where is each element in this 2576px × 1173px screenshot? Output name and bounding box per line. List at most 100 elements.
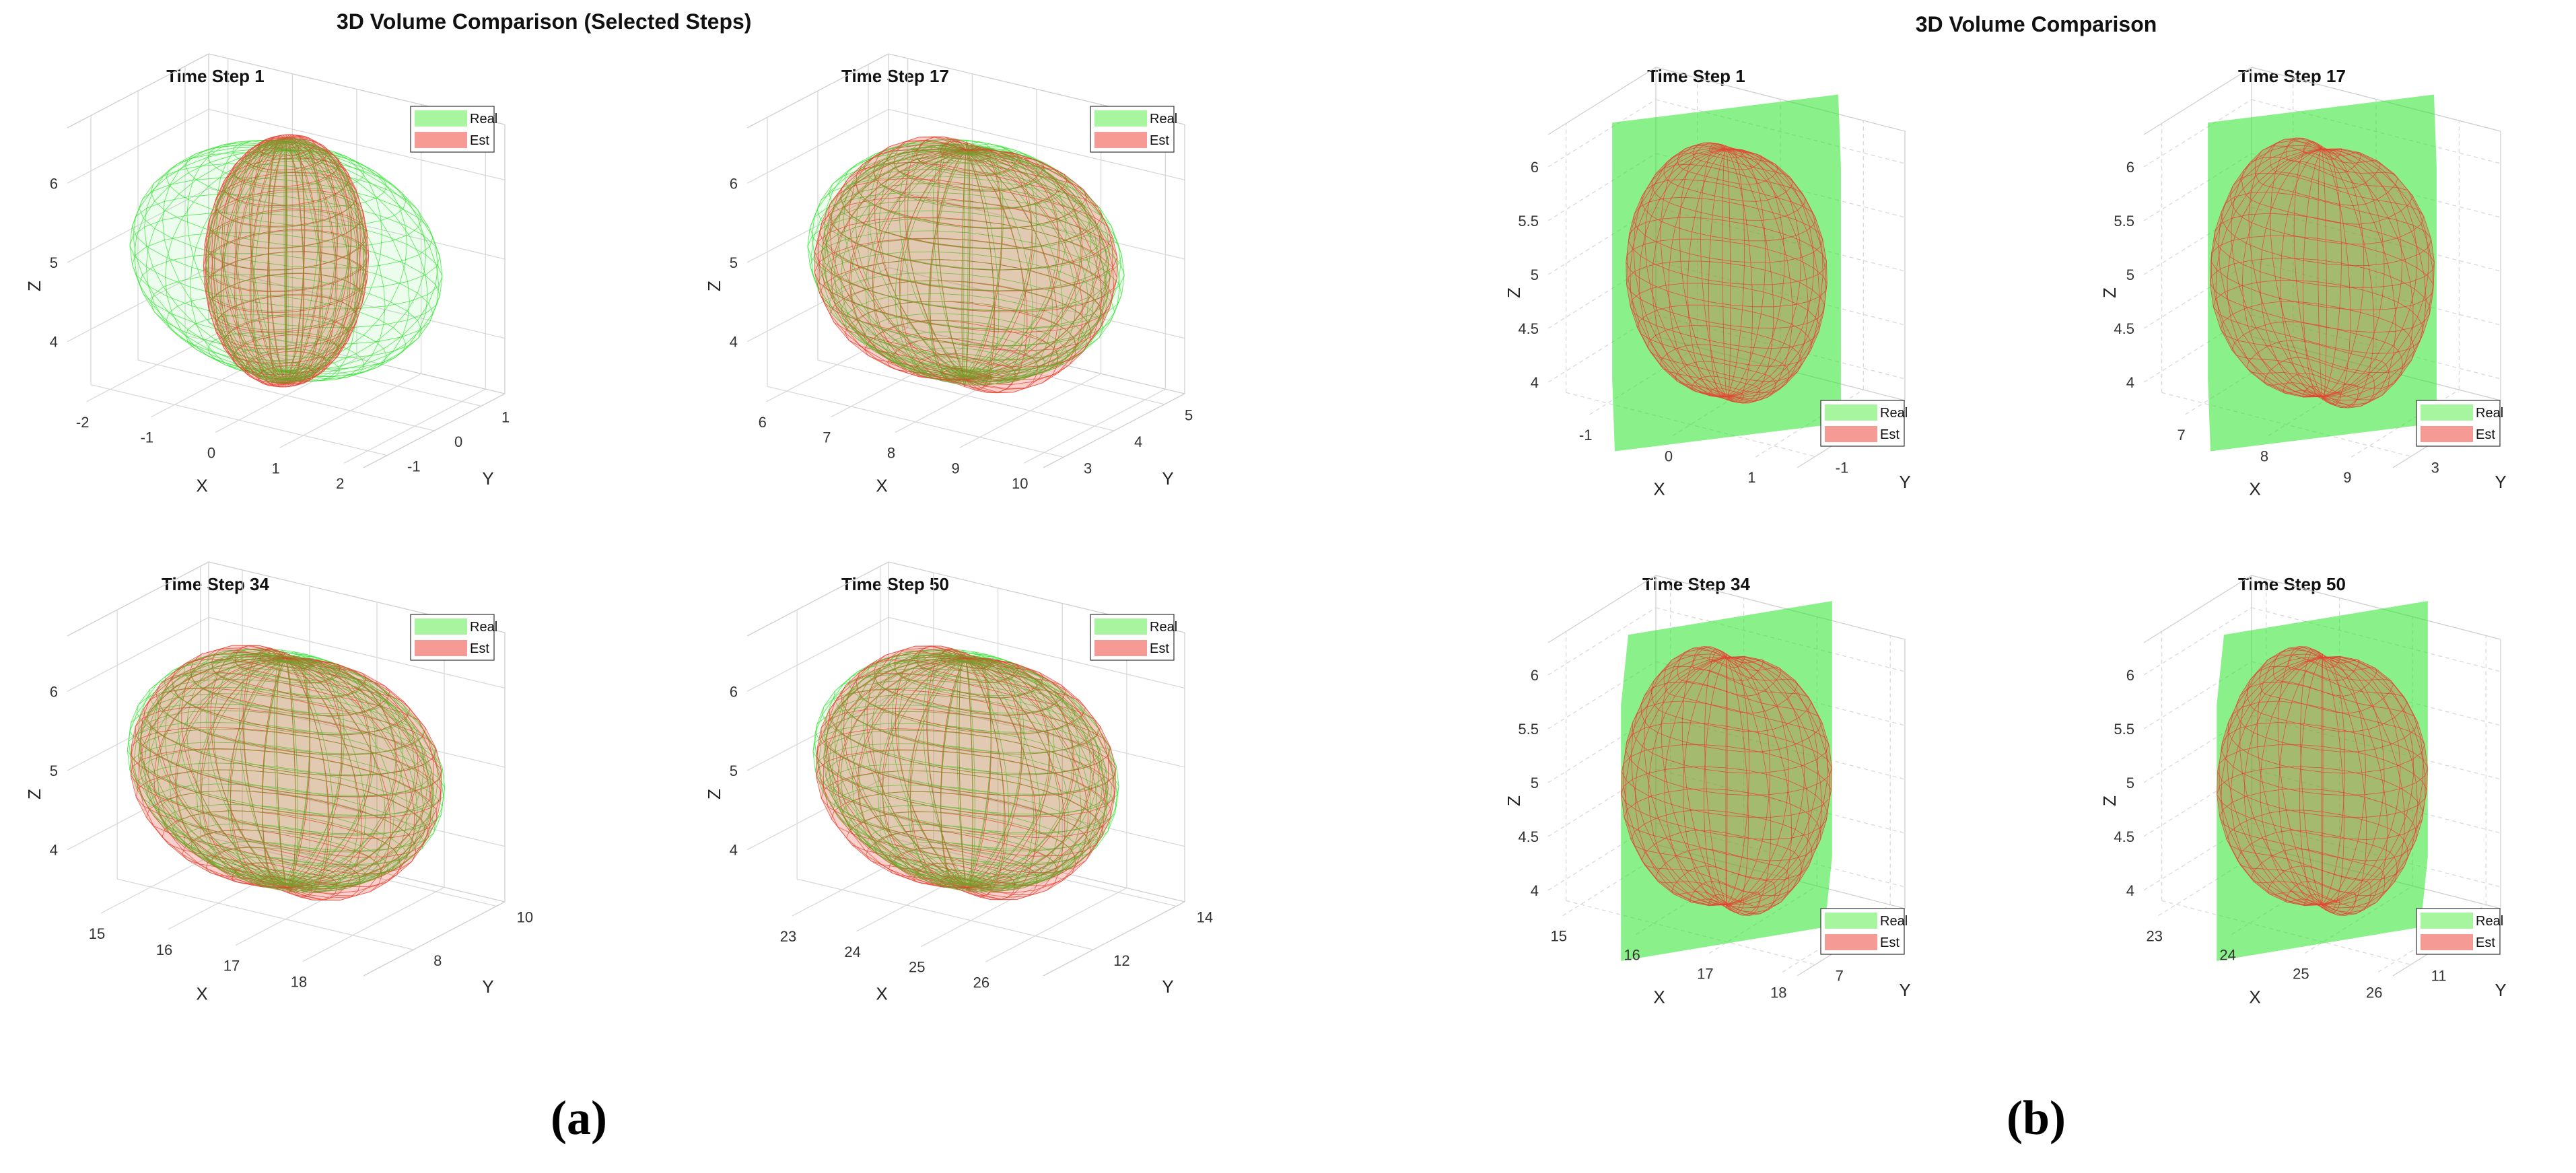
surface-patch <box>938 238 971 262</box>
surface-patch <box>268 191 287 213</box>
surface-patch <box>910 259 942 282</box>
surface-patch <box>910 168 942 184</box>
y-tick-label: 4 <box>1134 433 1142 450</box>
box-edge <box>363 393 506 468</box>
surface-patch <box>286 191 305 211</box>
surface-patch <box>301 273 320 296</box>
surface-patch <box>969 219 1002 245</box>
surface-patch <box>236 256 254 283</box>
surface-patch <box>907 238 940 260</box>
grid-lines <box>746 53 1185 468</box>
gridline <box>208 108 506 180</box>
surface-patch <box>286 251 305 274</box>
surface-patch <box>937 199 971 221</box>
legend-swatch-est <box>415 132 467 148</box>
x-tick-label: 1 <box>272 460 280 476</box>
z-tick-label: 4 <box>730 334 738 351</box>
x-tick-label: 2 <box>336 475 344 492</box>
gridline <box>90 384 388 456</box>
x-tick-label: 15 <box>89 925 105 942</box>
surface-patch <box>937 218 971 241</box>
gridline <box>817 359 1115 431</box>
x-tick-label: 17 <box>223 958 240 974</box>
y-tick-label: -1 <box>407 458 421 475</box>
surface-patch <box>252 253 271 279</box>
surfaces <box>129 134 443 388</box>
gridline <box>796 878 1094 950</box>
legend-label-est: Est <box>1150 133 1169 148</box>
subplot-title: Time Step 50 <box>841 574 949 594</box>
x-tick-label: 16 <box>156 941 172 958</box>
surface-patch <box>244 749 278 773</box>
surface-patch <box>269 175 287 194</box>
surface-patch <box>969 260 1000 286</box>
surface-patch <box>335 234 349 260</box>
surface-patch <box>969 240 1002 265</box>
legend-swatch-real <box>415 618 467 635</box>
x-axis-label: X <box>196 476 207 496</box>
surface-patch <box>941 157 970 171</box>
x-tick-label: 7 <box>823 429 831 446</box>
legend-swatch-real <box>415 110 467 127</box>
surface-patch <box>277 793 308 818</box>
y-axis-label: Y <box>482 976 493 997</box>
surface-patch <box>938 182 971 203</box>
surface-patch <box>285 149 301 162</box>
surface-patch <box>246 770 279 794</box>
z-axis-label: Z <box>704 281 724 291</box>
subplot-a-2: Time Step 17 6 7 8 9 10 3 4 5 4 5 6 X Y Z Real Est <box>704 53 1218 518</box>
surfaces <box>812 645 1119 900</box>
surfaces <box>807 136 1125 394</box>
x-tick-label: 6 <box>759 414 767 431</box>
surface-patch <box>249 791 279 814</box>
x-axis-label: X <box>196 984 207 1004</box>
z-tick-label: 6 <box>50 683 58 700</box>
surface-patch <box>320 231 337 256</box>
surface-patch <box>301 174 320 193</box>
est-inner-shade <box>205 138 367 384</box>
surface-patch <box>213 728 246 750</box>
z-tick-label: 5 <box>730 254 738 271</box>
z-tick-label: 5 <box>50 254 58 271</box>
surface-patch <box>318 192 337 215</box>
surface-patch <box>939 259 971 283</box>
surface-patch <box>318 252 337 277</box>
legend-label-real: Real <box>470 620 497 635</box>
grid-lines <box>67 53 506 468</box>
surface-patch <box>253 275 271 299</box>
surface-patch <box>279 832 302 852</box>
x-tick-label: 8 <box>887 445 895 462</box>
surface-patch <box>333 255 349 281</box>
surface-patch <box>244 711 277 733</box>
est-inner-shade <box>138 653 434 893</box>
surface-patch <box>320 211 337 235</box>
x-tick-label: -1 <box>141 429 154 446</box>
surface-patch <box>268 210 287 234</box>
z-tick-label: 6 <box>50 175 58 192</box>
surface-patch <box>268 230 287 254</box>
surface-patch <box>878 200 909 223</box>
x-tick-label: -2 <box>76 414 90 431</box>
gridline <box>137 359 435 431</box>
surface-patch <box>968 301 994 324</box>
legend-swatch-est <box>415 640 467 656</box>
surface-patch <box>268 252 287 276</box>
surfaces <box>127 645 446 901</box>
surface-patch <box>285 293 302 315</box>
surface-patch <box>907 199 939 220</box>
surface-patch <box>286 273 304 295</box>
y-tick-label: 5 <box>1185 407 1193 424</box>
box-edge <box>746 53 889 129</box>
surface-patch <box>941 280 970 303</box>
surface-patch <box>244 729 277 753</box>
box-edge <box>1043 393 1185 468</box>
subplot-title: Time Step 34 <box>162 574 269 594</box>
surface-patch <box>285 380 298 382</box>
surface-patch <box>252 193 271 216</box>
surface-patch <box>164 730 189 755</box>
legend-swatch-est <box>1094 132 1147 148</box>
